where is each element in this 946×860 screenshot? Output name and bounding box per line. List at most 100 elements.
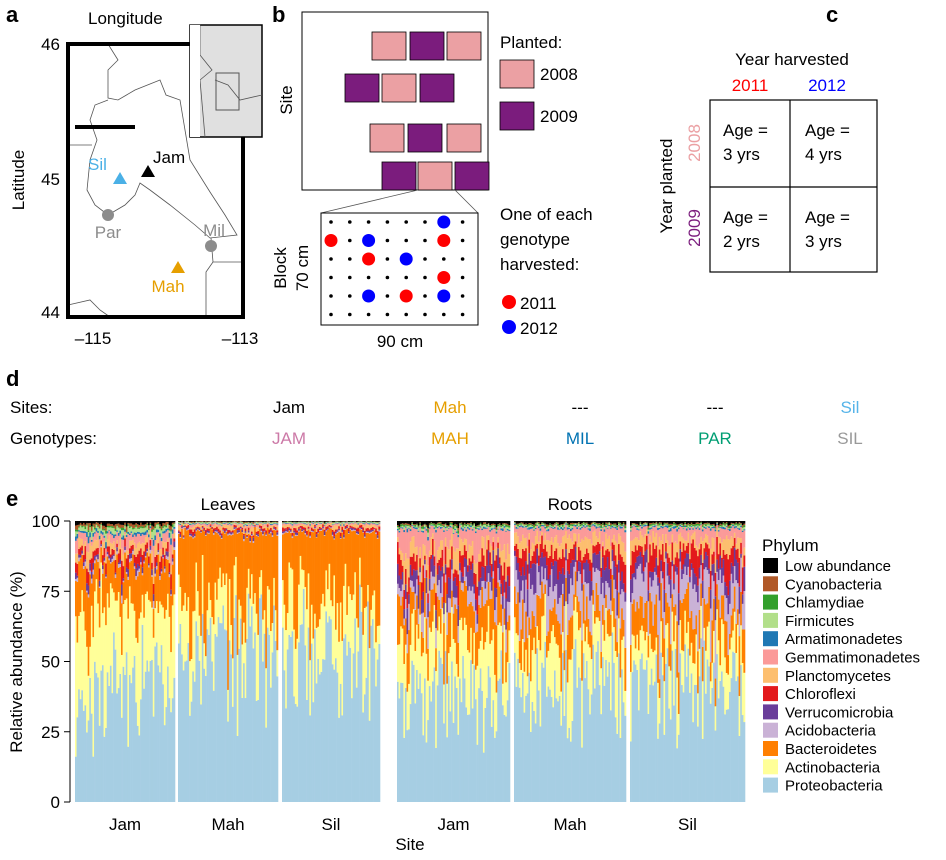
bar-segment-proteobacteria <box>276 676 279 802</box>
bar-segment-chloroflexi <box>637 545 640 556</box>
bar-segment-bacteroidetes <box>637 608 640 651</box>
sample-bar <box>249 521 252 802</box>
bar-segment-planctomycetes <box>474 563 477 574</box>
bar-segment-planctomycetes <box>224 525 226 529</box>
bar-segment-gemmatimonadetes <box>113 538 115 542</box>
bar-segment-chlamydiae <box>602 523 604 525</box>
bar-segment-cyanobacteria <box>439 522 442 524</box>
bar-segment-gemmatimonadetes <box>163 533 166 543</box>
sample-bar <box>246 521 249 802</box>
bar-segment-chlamydiae <box>146 523 149 526</box>
bar-segment-acidobacteria <box>217 533 220 535</box>
bar-segment-firmicutes <box>368 522 371 524</box>
bar-segment-actinobacteria <box>233 565 236 619</box>
bar-segment-planctomycetes <box>422 544 425 566</box>
bar-segment-chloroflexi <box>441 549 444 567</box>
bar-segment-low-abundance <box>325 521 328 522</box>
bar-segment-chloroflexi <box>427 593 430 604</box>
plot-2008 <box>417 161 453 191</box>
bar-segment-low-abundance <box>397 521 399 525</box>
bar-segment-verrucomicrobia <box>454 577 457 598</box>
bar-segment-planctomycetes <box>274 525 277 527</box>
bar-segment-actinobacteria <box>566 682 569 739</box>
bar-segment-armatimonadetes <box>101 532 104 535</box>
bar-segment-bacteroidetes <box>200 532 203 636</box>
bar-segment-proteobacteria <box>299 624 302 802</box>
bar-segment-gemmatimonadetes <box>419 527 422 548</box>
bar-segment-firmicutes <box>655 523 658 526</box>
bar-segment-actinobacteria <box>336 603 339 673</box>
bar-segment-chlamydiae <box>538 523 540 525</box>
bar-segment-armatimonadetes <box>549 526 552 528</box>
bar-segment-verrucomicrobia <box>470 569 473 591</box>
bar-segment-chloroflexi <box>594 546 596 553</box>
bar-segment-low-abundance <box>547 521 550 525</box>
bar-segment-acidobacteria <box>611 561 614 575</box>
bar-segment-firmicutes <box>360 521 363 523</box>
bar-segment-chloroflexi <box>498 557 501 564</box>
bar-segment-firmicutes <box>376 522 379 525</box>
bar-segment-planctomycetes <box>241 525 244 528</box>
bar-segment-low-abundance <box>449 521 452 523</box>
bar-segment-armatimonadetes <box>339 524 342 526</box>
bar-segment-planctomycetes <box>328 523 331 525</box>
bar-segment-low-abundance <box>649 521 652 524</box>
bar-segment-bacteroidetes <box>505 652 508 683</box>
bar-segment-bacteroidetes <box>420 631 423 657</box>
y-tick-label: 100 <box>32 512 60 531</box>
sample-bar <box>143 521 146 802</box>
bar-segment-proteobacteria <box>78 689 81 802</box>
bar-segment-firmicutes <box>136 528 139 532</box>
cell-line: Age = <box>723 121 768 140</box>
bar-segment-bacteroidetes <box>373 530 376 591</box>
bar-segment-armatimonadetes <box>94 532 96 534</box>
bar-segment-proteobacteria <box>533 710 536 802</box>
bar-segment-verrucomicrobia <box>505 598 508 630</box>
bar-segment-verrucomicrobia <box>209 525 212 527</box>
bar-segment-gemmatimonadetes <box>455 532 458 549</box>
bar-segment-planctomycetes <box>360 523 363 525</box>
bar-segment-planctomycetes <box>333 525 336 532</box>
bar-segment-gemmatimonadetes <box>140 536 142 545</box>
bar-segment-chloroflexi <box>209 524 212 526</box>
bar-segment-proteobacteria <box>514 652 516 802</box>
bar-segment-armatimonadetes <box>257 523 260 525</box>
sample-bar <box>378 521 381 802</box>
bar-segment-low-abundance <box>355 521 358 522</box>
bar-segment-actinobacteria <box>503 624 506 715</box>
bar-segment-chlamydiae <box>111 526 114 528</box>
bar-segment-low-abundance <box>563 521 566 523</box>
sample-bar <box>222 521 225 802</box>
sample-bar <box>203 521 206 802</box>
bar-segment-armatimonadetes <box>347 523 350 525</box>
sample-bar <box>531 521 534 802</box>
bar-segment-proteobacteria <box>446 737 449 802</box>
sample-bar <box>97 521 100 802</box>
bar-segment-chloroflexi <box>558 557 561 572</box>
bar-segment-actinobacteria <box>230 625 233 655</box>
bar-segment-chloroflexi <box>333 531 336 537</box>
bar-segment-chloroflexi <box>463 545 466 558</box>
bar-segment-bacteroidetes <box>367 532 370 585</box>
bar-segment-gemmatimonadetes <box>470 527 473 547</box>
bar-segment-gemmatimonadetes <box>90 541 93 546</box>
sample-bar <box>647 521 650 802</box>
sample-bar <box>349 521 352 802</box>
bar-segment-cyanobacteria <box>201 521 204 522</box>
bar-segment-cyanobacteria <box>457 528 460 531</box>
bar-segment-armatimonadetes <box>467 526 469 529</box>
bar-segment-chloroflexi <box>239 526 242 527</box>
bar-segment-acidobacteria <box>605 580 608 595</box>
bar-segment-chloroflexi <box>621 556 624 572</box>
site-label: Sil <box>88 155 107 174</box>
bar-segment-chloroflexi <box>328 524 331 527</box>
bar-segment-firmicutes <box>276 522 279 524</box>
bar-segment-chloroflexi <box>181 525 184 527</box>
bar-segment-planctomycetes <box>114 548 117 560</box>
bar-segment-chlamydiae <box>165 525 168 528</box>
bar-segment-armatimonadetes <box>263 523 266 524</box>
bar-segment-firmicutes <box>331 522 334 525</box>
harvested-2011-plant <box>399 289 413 303</box>
bar-segment-armatimonadetes <box>539 528 542 531</box>
bar-segment-planctomycetes <box>182 529 185 536</box>
